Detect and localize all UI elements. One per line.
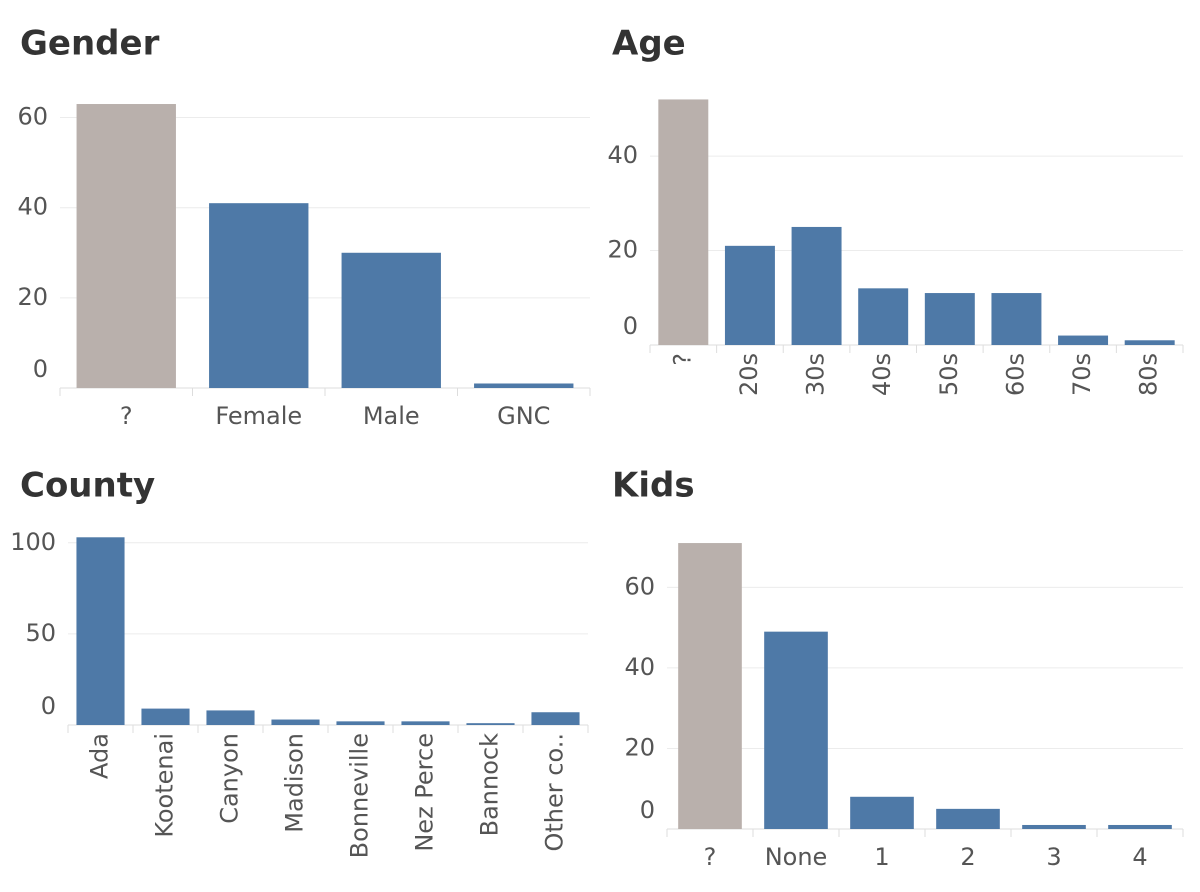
x-tick-label: Nez Perce — [411, 733, 439, 852]
bar — [341, 252, 441, 388]
y-tick-label: 0 — [623, 312, 638, 340]
y-tick-label: 0 — [33, 355, 48, 383]
x-tick-label: Female — [215, 402, 302, 430]
bar — [531, 712, 580, 725]
bar — [850, 796, 914, 829]
x-tick-label: 20s — [735, 353, 763, 396]
x-tick-label: ? — [704, 843, 717, 871]
bar — [76, 104, 176, 388]
x-tick-label: Bannock — [476, 733, 504, 836]
x-tick-label: Madison — [281, 733, 309, 833]
y-tick-label: 0 — [41, 692, 56, 720]
bar — [1108, 824, 1172, 829]
bar — [858, 288, 909, 345]
x-tick-label: ? — [668, 353, 696, 366]
x-tick-label: Kootenai — [151, 733, 179, 838]
y-tick-label: 40 — [624, 653, 655, 681]
bar — [791, 226, 842, 345]
y-tick-label: 50 — [25, 619, 56, 647]
bar — [991, 293, 1042, 345]
bar — [1022, 824, 1086, 829]
x-tick-label: Ada — [86, 733, 114, 779]
x-tick-label: Other co.. — [541, 733, 569, 852]
x-tick-label: 50s — [935, 353, 963, 396]
bar — [924, 293, 975, 345]
y-tick-label: 20 — [607, 236, 638, 264]
bar — [936, 808, 1000, 829]
x-tick-label: 80s — [1135, 353, 1163, 396]
bar — [1124, 340, 1175, 345]
chart-title: Age — [612, 24, 686, 64]
bar — [466, 723, 515, 725]
x-tick-label: 70s — [1068, 353, 1096, 396]
bar — [206, 710, 255, 725]
bar — [764, 631, 828, 829]
x-tick-label: 40s — [868, 353, 896, 396]
bar — [658, 99, 709, 345]
x-tick-label: Bonneville — [346, 733, 374, 858]
bar — [141, 708, 190, 725]
y-tick-label: 60 — [17, 103, 48, 131]
chart-title: County — [20, 466, 155, 506]
x-tick-label: Canyon — [216, 733, 244, 824]
bar — [474, 383, 574, 388]
bar — [76, 537, 125, 725]
x-tick-label: 1 — [874, 843, 889, 871]
x-tick-label: 30s — [802, 353, 830, 396]
bar — [336, 721, 385, 725]
bar — [271, 719, 320, 725]
x-tick-label: 3 — [1046, 843, 1061, 871]
bar — [401, 721, 450, 725]
y-tick-label: 60 — [624, 572, 655, 600]
chart-title: Kids — [612, 466, 695, 506]
bar — [678, 543, 742, 829]
bar — [724, 245, 775, 345]
x-tick-label: Male — [363, 402, 420, 430]
y-tick-label: 40 — [17, 193, 48, 221]
bar — [209, 203, 309, 388]
chart-title: Gender — [20, 24, 160, 64]
x-tick-label: 4 — [1132, 843, 1147, 871]
x-tick-label: ? — [120, 402, 133, 430]
x-tick-label: 60s — [1001, 353, 1029, 396]
y-tick-label: 20 — [17, 283, 48, 311]
y-tick-label: 100 — [10, 528, 56, 556]
y-tick-label: 40 — [607, 141, 638, 169]
y-tick-label: 0 — [640, 796, 655, 824]
y-tick-label: 20 — [624, 733, 655, 761]
bar — [1058, 335, 1109, 345]
x-tick-label: None — [765, 843, 828, 871]
x-tick-label: 2 — [960, 843, 975, 871]
x-tick-label: GNC — [497, 402, 550, 430]
